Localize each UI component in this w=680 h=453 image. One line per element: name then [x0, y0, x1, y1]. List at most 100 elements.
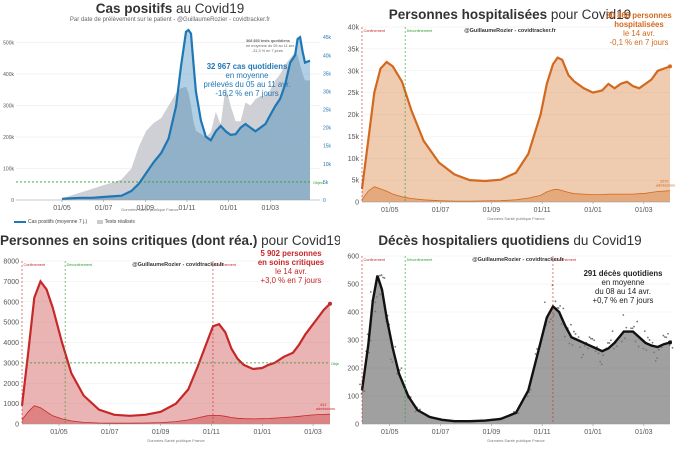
deaths-daily-point — [630, 327, 632, 330]
deaths-x-tick-label: 01/01 — [584, 429, 602, 436]
cases-y-right-tick-label: 45k — [323, 35, 332, 41]
icu-y-tick-label: 7000 — [3, 279, 19, 286]
cases-y-right-tick-label: 5k — [323, 180, 329, 186]
deaths-daily-point — [645, 349, 648, 352]
deaths-y-tick-label: 300 — [347, 338, 359, 345]
cases-y-left-tick-label: 200k — [3, 135, 14, 141]
hosp-x-tick-label: 01/11 — [534, 207, 551, 214]
deaths-daily-point — [671, 346, 674, 349]
deaths-daily-point — [543, 301, 546, 304]
deaths-daily-point — [368, 351, 371, 354]
deaths-daily-point — [651, 341, 654, 344]
deaths-daily-point — [588, 336, 591, 339]
hosp-x-tick-label: 01/09 — [483, 207, 501, 214]
icu-admissions-label: admissions — [316, 407, 335, 411]
deaths-daily-point — [526, 395, 529, 398]
cases-chart-subtitle: Par date de prélèvement sur le patient -… — [69, 17, 271, 23]
hosp-chart-svg: 0 5k 10k 15k 20k 25k 30k 35k 40k Confinement Décon… — [348, 25, 675, 222]
deaths-daily-point — [359, 383, 361, 386]
deaths-daily-point — [363, 390, 366, 393]
icu-x-tick-label: 01/05 — [50, 429, 68, 436]
icu-line — [20, 279, 331, 417]
cases-x-tick-label: 01/01 — [220, 205, 238, 212]
cases-line — [61, 28, 311, 200]
deaths-daily-point — [374, 310, 377, 313]
deaths-daily-point — [559, 305, 562, 307]
deaths-daily-point — [582, 353, 585, 356]
hosp-x-tick-label: 01/05 — [381, 207, 399, 214]
hosp-y-tick-label: 30k — [348, 68, 360, 75]
icu-event-label: Confinement — [214, 263, 236, 267]
icu-handle: @GuillaumeRozier - covidtracker.fr — [132, 262, 224, 268]
hosp-x-tick-label: 01/07 — [432, 207, 450, 214]
icu-admissions-line — [21, 405, 331, 424]
deaths-daily-point — [414, 410, 417, 413]
deaths-event-label: Confinement — [554, 258, 576, 262]
deaths-x-tick-label: 01/03 — [635, 429, 653, 436]
deaths-event-label: Déconfinement — [407, 258, 433, 262]
deaths-daily-point — [517, 412, 520, 415]
deaths-daily-point — [587, 347, 589, 350]
hosp-area — [362, 57, 670, 202]
deaths-daily-point — [616, 345, 618, 348]
deaths-daily-point — [657, 348, 660, 351]
deaths-chart-title: Décès hospitaliers quotidiens du Covid19 — [378, 233, 642, 248]
icu-x-tick-label: 01/01 — [253, 429, 271, 436]
deaths-daily-point — [577, 336, 580, 338]
deaths-daily-point — [590, 337, 592, 340]
icu-admissions-label: 441 — [320, 403, 326, 407]
deaths-daily-point — [383, 277, 386, 279]
deaths-daily-point — [662, 334, 665, 337]
deaths-daily-point — [642, 347, 645, 350]
icu-event-label: Confinement — [24, 263, 46, 267]
icu-x-tick-label: 01/07 — [101, 429, 119, 436]
cases-threshold-label: Object — [313, 181, 325, 185]
hosp-y-tick-label: 40k — [348, 25, 360, 32]
icu-event-label: Déconfinement — [67, 263, 93, 267]
deaths-daily-point — [594, 350, 597, 353]
deaths-daily-point — [529, 388, 532, 391]
deaths-daily-point — [379, 274, 381, 277]
deaths-daily-point — [362, 390, 364, 392]
deaths-handle: @GuillaumeRozier - covidtracker.fr — [472, 257, 564, 263]
cases-y-left-tick-label: 0 — [11, 198, 14, 204]
deaths-y-tick-label: 200 — [347, 366, 359, 373]
deaths-daily-point — [599, 360, 602, 363]
icu-y-tick-label: 3000 — [3, 360, 19, 367]
deaths-daily-point — [369, 291, 372, 293]
deaths-daily-point — [394, 345, 397, 348]
cases-y-right-tick-label: 35k — [323, 71, 332, 77]
deaths-daily-point — [570, 323, 572, 326]
deaths-daily-point — [622, 314, 625, 316]
icu-y-tick-label: 2000 — [3, 381, 19, 388]
icu-y-tick-label: 5000 — [3, 320, 19, 327]
deaths-event-label: Confinement — [364, 258, 386, 262]
hosp-last-point — [668, 64, 672, 69]
deaths-daily-point — [663, 336, 666, 338]
deaths-daily-point — [548, 321, 551, 324]
icu-chart-svg: 0 1000 2000 3000 4000 5000 6000 7000 8000 Obje Con… — [3, 259, 339, 444]
cases-x-tick-label: 01/03 — [262, 205, 280, 212]
deaths-daily-point — [382, 276, 384, 279]
cases-tests-annotation-line: 368 853 tests quotidiens — [246, 39, 290, 43]
deaths-daily-point — [608, 342, 611, 344]
deaths-y-tick-label: 600 — [347, 254, 359, 261]
hosp-y-tick-label: 20k — [348, 112, 360, 119]
deaths-y-tick-label: 500 — [347, 282, 359, 289]
icu-last-point — [328, 301, 332, 306]
deaths-x-tick-label: 01/05 — [381, 429, 399, 436]
cases-chart-panel: Cas positifs au Covid19 Par date de prél… — [0, 0, 340, 226]
hosp-y-tick-label: 0 — [355, 200, 359, 207]
deaths-y-tick-label: 100 — [347, 394, 359, 401]
deaths-daily-point — [396, 372, 398, 375]
deaths-daily-point — [379, 293, 381, 296]
hosp-event-label: Confinement — [364, 29, 386, 33]
deaths-x-tick-label: 01/09 — [483, 429, 501, 436]
icu-y-tick-label: 1000 — [3, 401, 19, 408]
deaths-daily-point — [536, 348, 538, 350]
deaths-daily-point — [391, 361, 394, 363]
cases-x-tick-label: 01/07 — [95, 205, 113, 212]
deaths-daily-point — [646, 336, 649, 339]
deaths-daily-point — [374, 301, 377, 304]
cases-y-right-tick-label: 40k — [323, 53, 332, 59]
